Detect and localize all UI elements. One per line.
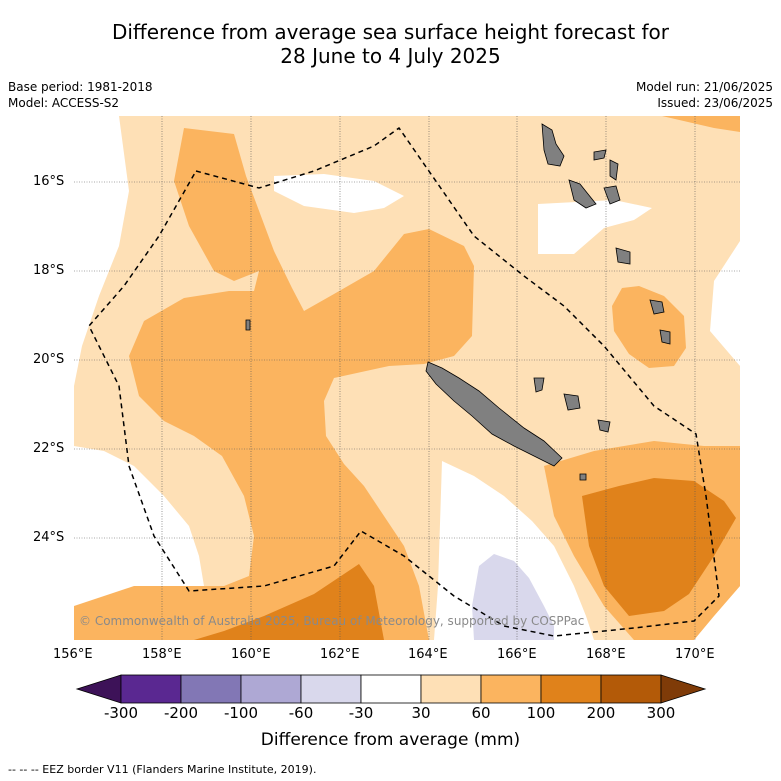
sea-height-map <box>74 116 740 640</box>
model-name: Model: ACCESS-S2 <box>8 96 120 110</box>
model-run: Model run: 21/06/2025 <box>635 80 773 94</box>
contour-band-60-100-ne-corner <box>662 116 740 132</box>
lon-tick-170: 170°E <box>675 647 715 662</box>
colorbar-cell <box>480 674 542 704</box>
colorbar-extend-low <box>75 674 122 704</box>
colorbar-label-neg200: -200 <box>163 704 199 722</box>
colorbar-title: Difference from average (mm) <box>260 730 521 750</box>
new-caledonia-island <box>425 361 563 467</box>
colorbar-label-100: 100 <box>526 704 556 722</box>
lon-tick-158: 158°E <box>142 647 182 662</box>
loyalty-island-1 <box>533 377 545 393</box>
lat-tick-16: 16°S <box>33 174 65 189</box>
lon-tick-166: 166°E <box>497 647 537 662</box>
contour-band-100-200-south <box>194 564 384 640</box>
island-matthew <box>579 473 587 481</box>
colorbar-label-200: 200 <box>586 704 616 722</box>
loyalty-island-2 <box>563 393 581 411</box>
lon-tick-162: 162°E <box>320 647 360 662</box>
eez-border <box>88 126 720 637</box>
landmasses <box>245 123 671 481</box>
vanuatu-island-4 <box>609 159 619 181</box>
colorbar-label-neg30: -30 <box>348 704 374 722</box>
vanuatu-island-3 <box>593 149 607 161</box>
lon-tick-156: 156°E <box>53 647 93 662</box>
contour-band-100-200-se <box>582 478 736 616</box>
colorbar-cell <box>120 674 182 704</box>
copyright-note: © Commonwealth of Australia 2025, Bureau… <box>79 614 585 628</box>
lon-tick-164: 164°E <box>408 647 448 662</box>
contour-band-60-100-main <box>74 128 474 640</box>
eez-legend-note: -- -- -- EEZ border V11 (Flanders Marine… <box>8 763 317 776</box>
colorbar-extend-high <box>660 674 707 704</box>
colorbar-label-neg60: -60 <box>288 704 314 722</box>
colorbar-cell <box>240 674 302 704</box>
vanuatu-island-6 <box>615 247 631 265</box>
vanuatu-island-1 <box>541 123 565 167</box>
title-line-2: 28 June to 4 July 2025 <box>280 44 501 68</box>
colorbar-label-300: 300 <box>646 704 676 722</box>
lat-tick-24: 24°S <box>33 530 65 545</box>
contour-band-60-100-east <box>612 286 686 368</box>
lat-tick-20: 20°S <box>33 352 65 367</box>
lon-tick-168: 168°E <box>586 647 626 662</box>
lat-tick-22: 22°S <box>33 441 65 456</box>
issued-date: Issued: 23/06/2025 <box>657 96 773 110</box>
region-below-30-north <box>274 174 404 213</box>
colorbar-cell <box>540 674 602 704</box>
loyalty-island-3 <box>597 419 611 433</box>
colorbar-cell <box>600 674 662 704</box>
region-below-30-ne <box>538 200 652 254</box>
colorbar-label-60: 60 <box>471 704 491 722</box>
colorbar-cell <box>180 674 242 704</box>
colorbar-label-30: 30 <box>411 704 431 722</box>
island-lord-howe-area <box>245 319 251 331</box>
colorbar-cell <box>300 674 362 704</box>
vanuatu-island-5 <box>603 185 621 205</box>
lat-tick-18: 18°S <box>33 263 65 278</box>
colorbar <box>75 674 707 704</box>
graticule <box>74 116 740 640</box>
colorbar-cell <box>360 674 422 704</box>
island-east-2 <box>659 329 671 345</box>
base-period: Base period: 1981-2018 <box>8 80 153 94</box>
colorbar-label-neg100: -100 <box>223 704 259 722</box>
colorbar-label-neg300: -300 <box>103 704 139 722</box>
title-line-1: Difference from average sea surface heig… <box>111 20 670 44</box>
lon-tick-160: 160°E <box>231 647 271 662</box>
island-east-1 <box>649 299 665 315</box>
colorbar-cell <box>420 674 482 704</box>
vanuatu-island-2 <box>568 179 597 209</box>
